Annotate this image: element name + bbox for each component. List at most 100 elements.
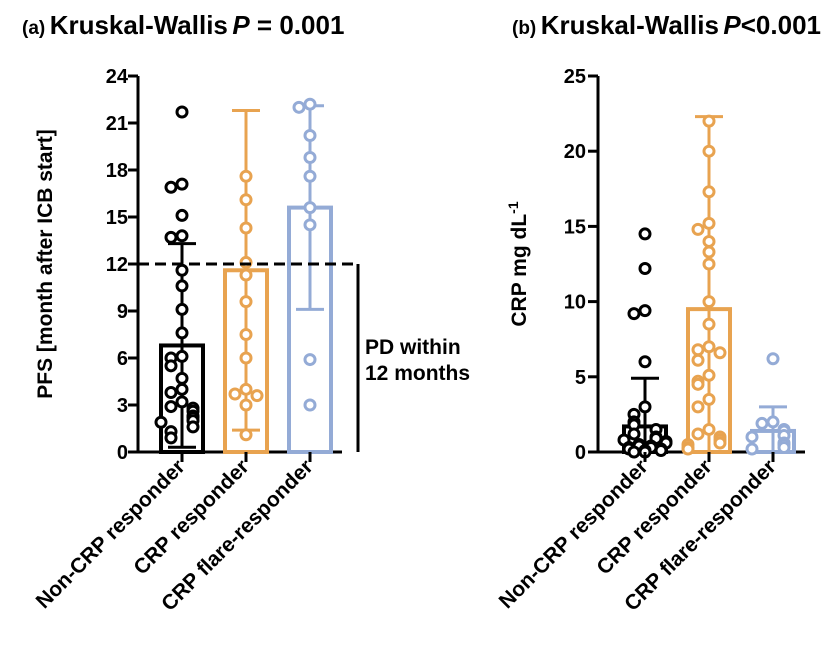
panel-a-data-point	[250, 389, 264, 403]
panel-b-data-point	[702, 295, 716, 309]
panel-b-data-point	[691, 400, 705, 414]
panel-a-data-point	[239, 351, 253, 365]
panel-a-data-point	[303, 353, 317, 367]
panel-a-data-point	[186, 420, 200, 434]
panel-a-data-point	[164, 385, 178, 399]
panel-a-data-point	[175, 105, 189, 119]
panel-b-data-point	[702, 368, 716, 382]
panel-a-data-point	[239, 193, 253, 207]
panel-b-y-tick-label: 20	[564, 141, 586, 163]
panel-b-data-point	[627, 427, 641, 441]
panel-a-data-point	[164, 180, 178, 194]
panel-b-data-point	[702, 234, 716, 248]
panel-b-data-point	[654, 443, 668, 457]
panel-b-data-point	[745, 442, 759, 456]
panel-a-data-point	[164, 431, 178, 445]
pd-annotation-line-1: PD within	[365, 336, 461, 359]
panel-a-data-point	[239, 268, 253, 282]
panel-b-y-tick-label: 15	[564, 216, 586, 238]
panel-b-data-point	[638, 262, 652, 276]
panel-b-data-point	[713, 346, 727, 360]
panel-a-test-name: Kruskal-Wallis	[49, 10, 228, 40]
panel-b-data-point	[702, 216, 716, 230]
panel-b-data-point	[702, 144, 716, 158]
panel-b-stat-symbol: P	[723, 10, 741, 40]
panel-a-data-point	[175, 382, 189, 396]
panel-b-stat-relation: <	[740, 10, 756, 40]
panel-b-data-point	[691, 427, 705, 441]
panel-b-data-point	[702, 422, 716, 436]
panel-a-data-point	[228, 387, 242, 401]
panel-a-data-point	[303, 218, 317, 232]
panel-a-data-point	[175, 229, 189, 243]
panel-a-data-point	[303, 398, 317, 412]
panel-a-y-tick-label: 21	[106, 113, 128, 135]
panel-a-data-point	[239, 328, 253, 341]
panel-b-data-point	[745, 430, 759, 444]
panel-b-data-point	[681, 442, 695, 456]
panel-b-data-point	[713, 436, 727, 450]
panel-a-data-point	[175, 208, 189, 222]
panel-b-data-point	[702, 340, 716, 354]
panel-a-data-point	[175, 326, 189, 340]
panel-b-p-value: 0.001	[755, 10, 821, 40]
panel-b-y-tick-label: 0	[575, 442, 586, 464]
panel-a-y-tick-label: 15	[106, 207, 128, 229]
panel-a-data-point	[303, 150, 317, 164]
panel-b-data-point	[691, 343, 705, 357]
panel-b-y-tick-label: 5	[575, 367, 586, 389]
panel-a-data-point	[164, 359, 178, 373]
panel-a-data-point	[292, 100, 306, 114]
panel-a-data-point	[164, 230, 178, 244]
panel-a-y-tick-label: 18	[106, 160, 128, 182]
panel-a-data-point	[175, 349, 189, 363]
panel-a-data-point	[303, 129, 317, 143]
panel-b-data-point	[691, 353, 705, 367]
panel-b-data-point	[638, 227, 652, 241]
panel-b-category-label: CRP responder	[592, 455, 716, 579]
panel-a-data-point	[239, 255, 253, 269]
panel-b-y-tick-label: 10	[564, 292, 586, 314]
panel-a-data-point	[303, 97, 317, 111]
panel-a-y-tick-label: 12	[106, 254, 128, 276]
panel-a-data-point	[175, 263, 189, 277]
panel-b-data-point	[702, 257, 716, 271]
panel-b-data-point	[627, 307, 641, 321]
panel-b-data-point	[766, 415, 780, 429]
panel-a-data-point	[303, 169, 317, 183]
panel-a-data-point	[239, 221, 253, 235]
panel-b-data-point	[777, 440, 791, 454]
panel-b-data-point	[702, 245, 716, 259]
panel-a-data-point	[175, 279, 189, 293]
panel-a-category-label: CRP responder	[129, 455, 253, 579]
panel-a-data-point	[239, 428, 253, 442]
panel-a-p-value: 0.001	[279, 10, 345, 40]
pd-annotation-line-2: 12 months	[365, 362, 471, 385]
panel-b-data-point	[702, 185, 716, 199]
panel-a-stat-symbol: P	[232, 10, 250, 40]
panel-b-data-point	[766, 352, 780, 366]
panel-a-data-point	[303, 201, 317, 215]
panel-b-y-tick-label: 25	[564, 66, 586, 88]
panel-b-data-point	[638, 355, 652, 369]
panel-b-title: (b) Kruskal-Wallis P<0.001	[512, 10, 821, 41]
panel-a-data-point	[175, 302, 189, 316]
panel-b-y-axis-label: CRP mg dL-1	[505, 201, 531, 326]
panel-b-data-point	[627, 445, 641, 459]
panel-a-plot: 0 3 6 9 12 15 18 21 24 PFS [month after ICB start…	[32, 66, 360, 616]
panel-a-data-point	[154, 415, 168, 429]
panel-a-y-tick-label: 9	[117, 301, 128, 323]
panel-a-y-axis-label: PFS [month after ICB start]	[34, 129, 57, 399]
panel-b-data-point	[702, 392, 716, 406]
panel-a-label: (a)	[22, 18, 46, 39]
panel-a-data-point	[175, 371, 189, 385]
panel-b-data-point	[638, 400, 652, 414]
panel-b-data-point	[691, 377, 705, 391]
pd-annotation: PD within 12 months	[365, 335, 470, 387]
panel-b-data-point	[755, 416, 769, 430]
panel-b-y-axis-label-superscript: -1	[505, 201, 521, 214]
panel-b-data-point	[702, 317, 716, 331]
panel-b-label: (b)	[512, 18, 537, 39]
